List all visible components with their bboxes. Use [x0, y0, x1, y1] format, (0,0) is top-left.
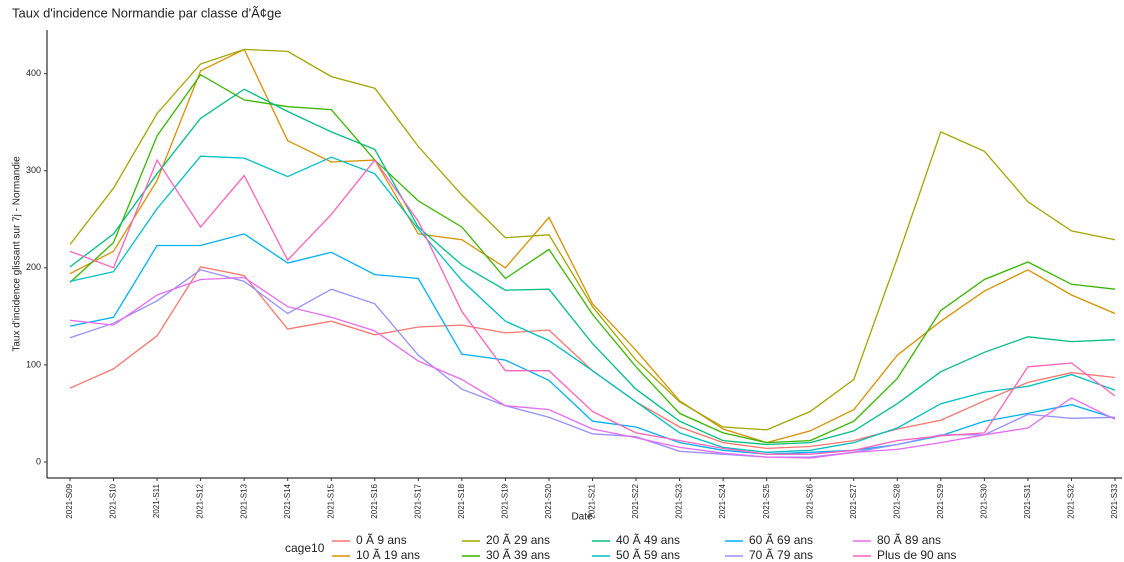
series-line: [69, 48, 1116, 431]
x-tick-label: 2021-S20: [544, 483, 553, 518]
series-line: [69, 88, 1116, 446]
legend-label: 10 Ã 19 ans: [356, 548, 420, 562]
x-tick-label: 2021-S14: [283, 483, 292, 518]
x-tick-label: 2021-S22: [631, 483, 640, 518]
legend-label: 30 Ã 39 ans: [486, 548, 550, 562]
legend-label: Plus de 90 ans: [877, 548, 956, 562]
legend-title: cage10: [285, 541, 325, 555]
x-tick-label: 2021-S11: [152, 483, 161, 518]
x-tick-label: 2021-S24: [718, 483, 727, 518]
x-tick-label: 2021-S15: [326, 483, 335, 518]
x-tick-label: 2021-S21: [588, 483, 597, 518]
x-tick-label: 2021-S16: [370, 483, 379, 518]
y-tick-label: 200: [26, 262, 41, 272]
x-tick-label: 2021-S30: [979, 483, 988, 518]
x-tick-label: 2021-S29: [936, 483, 945, 518]
legend-label: 0 Ã 9 ans: [356, 533, 407, 547]
x-axis-label: Date: [571, 512, 593, 523]
x-tick-label: 2021-S12: [196, 483, 205, 518]
series-line: [69, 269, 1116, 458]
x-tick-label: 2021-S18: [457, 483, 466, 518]
y-tick-label: 100: [26, 359, 41, 369]
series-line: [69, 48, 1116, 444]
x-tick-label: 2021-S09: [65, 483, 74, 518]
x-tick-label: 2021-S13: [239, 483, 248, 518]
x-tick-label: 2021-S23: [675, 483, 684, 518]
y-axis-label: Taux d'incidence glissant sur 7j - Norma…: [12, 156, 23, 352]
x-tick-label: 2021-S32: [1067, 483, 1076, 518]
x-tick-label: 2021-S27: [849, 483, 858, 518]
y-tick-label: 300: [26, 165, 41, 175]
x-tick-label: 2021-S28: [892, 483, 901, 518]
legend-label: 80 Ã 89 ans: [877, 533, 941, 547]
x-tick-label: 2021-S17: [413, 483, 422, 518]
x-tick-label: 2021-S31: [1023, 483, 1032, 518]
series-line: [69, 276, 1116, 459]
legend-label: 70 Ã 79 ans: [749, 548, 813, 562]
legend-label: 20 Ã 29 ans: [486, 533, 550, 547]
series-line: [69, 158, 1116, 455]
x-tick-label: 2021-S25: [762, 483, 771, 518]
y-tick-label: 0: [36, 456, 41, 466]
legend-label: 40 Ã 49 ans: [616, 533, 680, 547]
series-line: [69, 155, 1116, 453]
x-tick-label: 2021-S19: [501, 483, 510, 518]
y-tick-label: 400: [26, 68, 41, 78]
series-line: [69, 73, 1116, 444]
x-tick-label: 2021-S26: [805, 483, 814, 518]
legend-label: 60 Ã 69 ans: [749, 533, 813, 547]
x-tick-label: 2021-S33: [1110, 483, 1119, 518]
x-tick-label: 2021-S10: [109, 483, 118, 518]
chart-title: Taux d'incidence Normandie par classe d'…: [12, 5, 281, 20]
legend-label: 50 Ã 59 ans: [616, 548, 680, 562]
